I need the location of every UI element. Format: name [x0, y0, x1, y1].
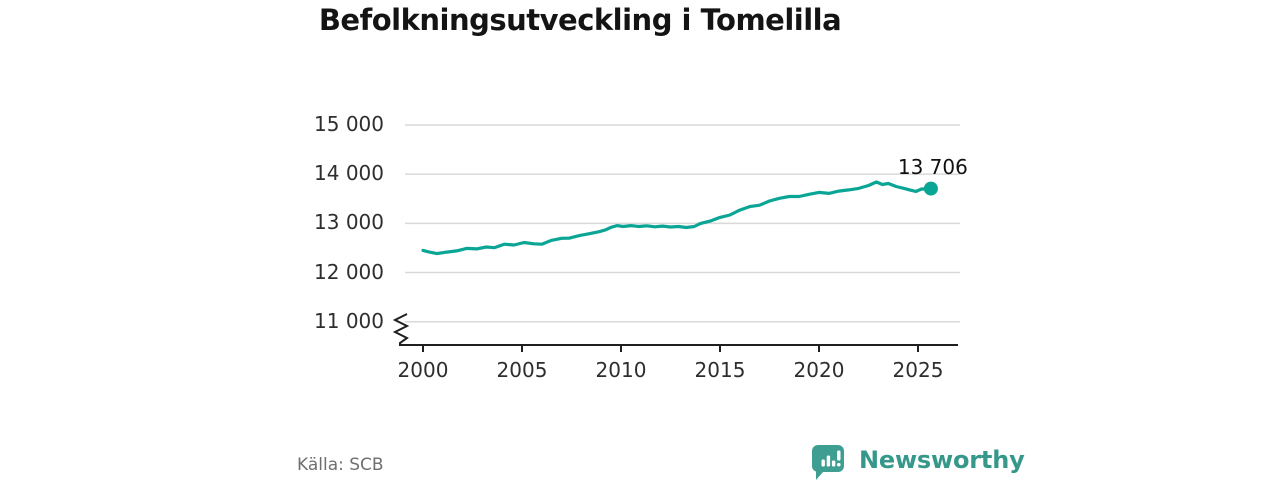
- x-tick-label: 2005: [496, 358, 548, 382]
- gridlines: [405, 124, 960, 323]
- latest-value-dot: [923, 181, 938, 196]
- population-line-series: [421, 180, 933, 256]
- y-axis-break-icon: [392, 313, 410, 344]
- x-tick-label: 2020: [793, 358, 845, 382]
- newsworthy-logo[interactable]: Newsworthy: [812, 440, 1025, 480]
- chart-title: Befolkningsutveckling i Tomelilla: [318, 3, 842, 37]
- newsworthy-logo-icon: [812, 445, 844, 480]
- x-tick-label: 2000: [397, 358, 449, 382]
- y-tick-label: 11 000: [314, 308, 384, 333]
- x-tick-label: 2025: [892, 358, 944, 382]
- newsworthy-logo-text: Newsworthy: [859, 446, 1025, 474]
- latest-value-annotation: 13 706: [897, 154, 968, 179]
- y-tick-label: 12 000: [314, 259, 384, 284]
- y-tick-label: 13 000: [314, 210, 384, 235]
- x-axis-ticks: [422, 345, 919, 352]
- source-label: Källa: SCB: [297, 455, 384, 475]
- x-tick-label: 2015: [694, 358, 746, 382]
- y-tick-label: 14 000: [314, 161, 384, 186]
- y-tick-label: 15 000: [314, 112, 384, 137]
- x-tick-label: 2010: [595, 358, 647, 382]
